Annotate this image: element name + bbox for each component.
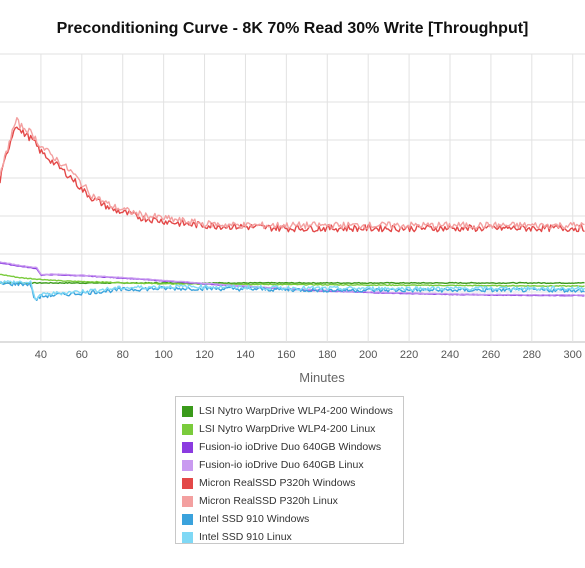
legend-label: LSI Nytro WarpDrive WLP4-200 Windows xyxy=(199,405,393,417)
chart-title: Preconditioning Curve - 8K 70% Read 30% … xyxy=(56,20,529,37)
legend-swatch xyxy=(182,405,193,417)
x-tick-label: 120 xyxy=(195,349,213,361)
legend-label: Intel SSD 910 Windows xyxy=(199,513,310,525)
x-tick-label: 280 xyxy=(523,349,541,361)
x-tick-label: 180 xyxy=(318,349,336,361)
legend-item: Fusion-io ioDrive Duo 640GB Windows xyxy=(182,438,403,456)
legend-item: LSI Nytro WarpDrive WLP4-200 Windows xyxy=(182,402,403,420)
legend-label: Fusion-io ioDrive Duo 640GB Linux xyxy=(199,459,364,471)
x-tick-label: 200 xyxy=(359,349,377,361)
legend-swatch xyxy=(182,459,193,471)
legend-label: Micron RealSSD P320h Linux xyxy=(199,495,338,507)
x-tick-label: 140 xyxy=(236,349,254,361)
x-tick-label: 220 xyxy=(400,349,418,361)
x-tick-label: 80 xyxy=(117,349,129,361)
legend-swatch xyxy=(182,513,193,525)
legend-label: LSI Nytro WarpDrive WLP4-200 Linux xyxy=(199,423,376,435)
x-tick-label: 40 xyxy=(35,349,47,361)
legend-swatch xyxy=(182,423,193,435)
legend-swatch xyxy=(182,441,193,453)
legend-swatch xyxy=(182,477,193,489)
series-line xyxy=(0,281,585,301)
legend-item: Micron RealSSD P320h Windows xyxy=(182,474,403,492)
x-tick-label: 240 xyxy=(441,349,459,361)
series-line xyxy=(0,273,585,288)
x-tick-label: 60 xyxy=(76,349,88,361)
series-line xyxy=(0,280,585,301)
legend-item: Intel SSD 910 Windows xyxy=(182,510,403,528)
series-line xyxy=(0,281,585,285)
legend-label: Intel SSD 910 Linux xyxy=(199,531,292,543)
series-line xyxy=(0,117,585,230)
legend-item: Intel SSD 910 Linux xyxy=(182,528,403,546)
x-axis-label: Minutes xyxy=(299,370,345,385)
legend-label: Fusion-io ioDrive Duo 640GB Windows xyxy=(199,441,382,453)
x-tick-label: 100 xyxy=(154,349,172,361)
legend-item: LSI Nytro WarpDrive WLP4-200 Linux xyxy=(182,420,403,438)
legend-swatch xyxy=(182,495,193,507)
legend-label: Micron RealSSD P320h Windows xyxy=(199,477,356,489)
x-tick-label: 260 xyxy=(482,349,500,361)
x-tick-label: 300 xyxy=(564,349,582,361)
x-tick-label: 160 xyxy=(277,349,295,361)
legend-item: Micron RealSSD P320h Linux xyxy=(182,492,403,510)
legend-item: Fusion-io ioDrive Duo 640GB Linux xyxy=(182,456,403,474)
chart-legend: LSI Nytro WarpDrive WLP4-200 Windows LSI … xyxy=(175,396,404,544)
legend-swatch xyxy=(182,531,193,543)
